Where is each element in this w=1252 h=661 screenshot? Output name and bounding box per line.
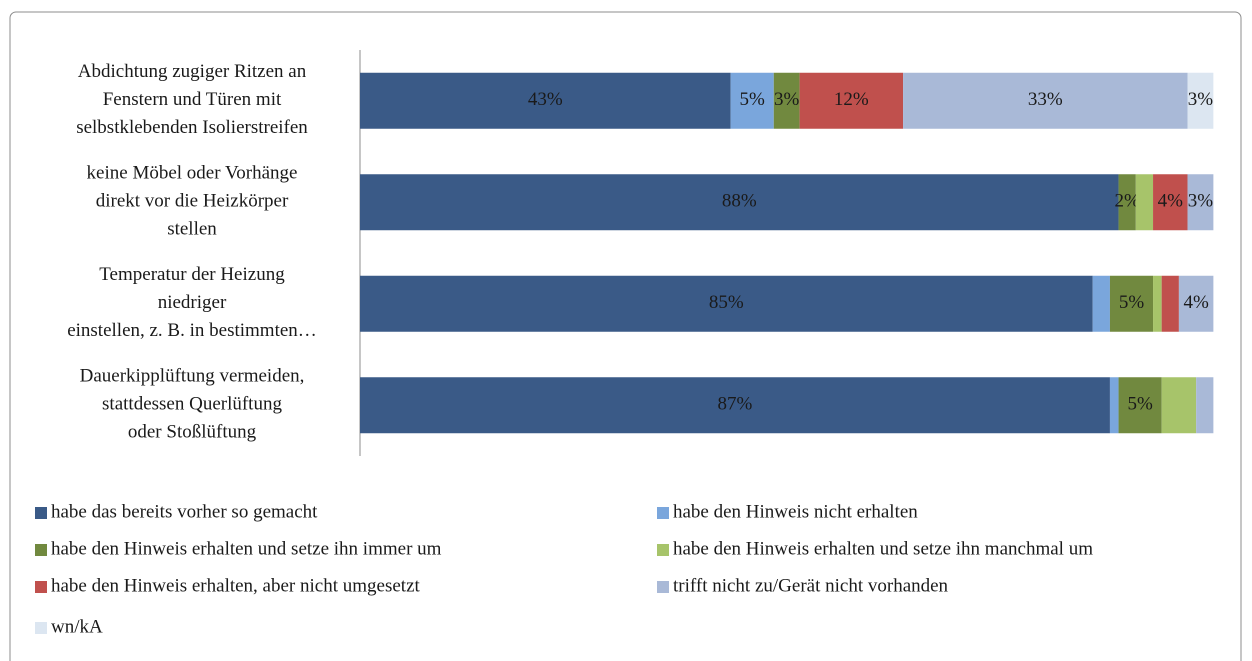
legend-label: trifft nicht zu/Gerät nicht vorhanden: [673, 575, 949, 596]
bar-segment: [1109, 275, 1154, 332]
bar-segment: [1135, 174, 1154, 231]
category-label: Abdichtung zugiger Ritzen an: [78, 61, 307, 82]
bar-segment: [799, 72, 904, 129]
legend-label: habe den Hinweis nicht erhalten: [673, 501, 918, 522]
data-label: 5%: [1127, 394, 1153, 415]
bar-segment: [360, 275, 1093, 332]
bar-segment: [360, 72, 731, 129]
data-label: 33%: [1028, 89, 1063, 110]
data-label: 3%: [774, 89, 800, 110]
category-label: einstellen, z. B. in bestimmten…: [67, 320, 317, 341]
data-label: 12%: [834, 89, 869, 110]
bar-segment: [730, 72, 774, 129]
bar-segment: [1118, 377, 1162, 434]
legend-label: habe den Hinweis erhalten und setze ihn …: [51, 538, 442, 559]
bar-segment: [1092, 275, 1110, 332]
legend-swatch: [657, 544, 669, 556]
bar-segment: [1109, 377, 1119, 434]
legend-swatch: [35, 507, 47, 519]
bar-segment: [1153, 275, 1162, 332]
bar-segment: [903, 72, 1188, 129]
legend-label: habe den Hinweis erhalten, aber nicht um…: [51, 575, 420, 596]
bar-segment: [1153, 174, 1188, 231]
legend-swatch: [35, 622, 47, 634]
legend-swatch: [35, 581, 47, 593]
data-label: 3%: [1188, 191, 1214, 212]
data-label: 85%: [709, 292, 744, 313]
frame: [9, 11, 1242, 661]
category-label: niedriger: [158, 292, 227, 313]
category-label: Fenstern und Türen mit: [103, 89, 282, 110]
data-label: 4%: [1158, 191, 1184, 212]
legend-label: wn/kA: [51, 616, 103, 637]
legend-swatch: [657, 581, 669, 593]
data-label: 4%: [1183, 292, 1209, 313]
data-label: 5%: [1119, 292, 1145, 313]
bar-segment: [773, 72, 800, 129]
category-label: stellen: [167, 219, 217, 240]
data-label: 43%: [528, 89, 563, 110]
data-label: 5%: [740, 89, 766, 110]
category-label: oder Stoßlüftung: [128, 422, 257, 443]
bar-segment: [360, 377, 1110, 434]
data-label: 2%: [1115, 191, 1141, 212]
category-label: direkt vor die Heizkörper: [96, 191, 289, 212]
legend-swatch: [35, 544, 47, 556]
category-label: Temperatur der Heizung: [99, 264, 285, 285]
data-label: 87%: [718, 394, 753, 415]
bar-segment: [360, 174, 1119, 231]
bar-segment: [1187, 174, 1214, 231]
bar-segment: [1118, 174, 1136, 231]
category-label: keine Möbel oder Vorhänge: [87, 163, 298, 184]
category-label: selbstklebenden Isolierstreifen: [76, 117, 308, 138]
data-label: 88%: [722, 191, 757, 212]
data-label: 3%: [1188, 89, 1214, 110]
legend-label: habe das bereits vorher so gemacht: [51, 501, 318, 522]
bar-segment: [1161, 275, 1179, 332]
bar-segment: [1187, 72, 1214, 129]
category-label: stattdessen Querlüftung: [102, 394, 282, 415]
bar-segment: [1161, 377, 1197, 434]
legend-swatch: [657, 507, 669, 519]
legend-label: habe den Hinweis erhalten und setze ihn …: [673, 538, 1093, 559]
bar-segment: [1178, 275, 1214, 332]
category-label: Dauerkipplüftung vermeiden,: [80, 366, 305, 387]
bar-segment: [1196, 377, 1214, 434]
